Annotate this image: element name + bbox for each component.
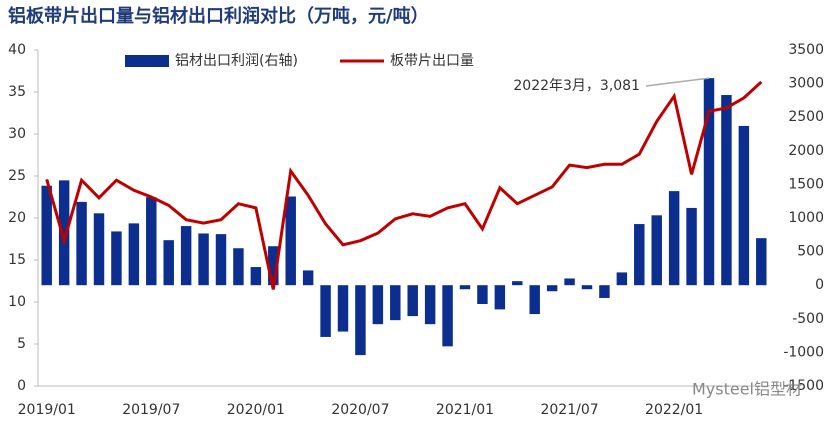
- x-tick-label: 2022/01: [645, 402, 703, 418]
- bar: [215, 234, 227, 286]
- x-tick-label: 2019/01: [18, 402, 76, 418]
- y2-tick-label: -500: [792, 311, 824, 327]
- bar: [581, 285, 593, 290]
- bar: [529, 285, 540, 315]
- y2-tick-label: 3500: [788, 42, 824, 58]
- bar: [616, 272, 628, 286]
- bar: [41, 185, 52, 286]
- y-tick-label: 5: [17, 336, 26, 352]
- bar: [58, 180, 70, 286]
- bar: [564, 278, 575, 286]
- y2-tick-label: 1500: [788, 176, 824, 192]
- y-tick-label: 30: [8, 126, 26, 142]
- legend-label: 铝材出口利润(右轴): [175, 53, 298, 69]
- bar: [180, 226, 192, 286]
- bar: [355, 285, 366, 356]
- bar: [302, 270, 314, 286]
- y-tick-label: 20: [8, 210, 26, 226]
- x-tick-label: 2021/01: [436, 402, 494, 418]
- bar: [372, 285, 384, 325]
- bar: [686, 207, 697, 286]
- bar: [756, 238, 767, 286]
- bar: [250, 267, 262, 286]
- bar: [268, 246, 279, 286]
- annotation-leader: [645, 77, 710, 87]
- bar: [337, 285, 349, 332]
- bar: [668, 191, 680, 286]
- bar: [738, 125, 750, 286]
- bar: [93, 213, 105, 286]
- annotation: 2022年3月，3,081: [513, 78, 640, 94]
- bar: [512, 281, 523, 286]
- y2-tick-label: 3000: [788, 76, 824, 92]
- bar: [111, 231, 122, 286]
- bar: [599, 285, 610, 298]
- bar: [76, 201, 87, 286]
- y-tick-label: 15: [8, 252, 26, 268]
- legend-label: 板带片出口量: [390, 53, 474, 69]
- bar: [128, 223, 140, 286]
- bar: [546, 285, 558, 292]
- x-tick-label: 2019/07: [122, 402, 180, 418]
- y2-tick-label: 2500: [788, 109, 824, 125]
- y-tick-label: 0: [17, 378, 26, 394]
- bar: [146, 197, 157, 286]
- x-tick-label: 2020/01: [227, 402, 285, 418]
- y-tick-label: 35: [8, 84, 26, 100]
- y2-tick-label: 1000: [788, 210, 824, 226]
- y-tick-label: 10: [8, 294, 26, 310]
- y-tick-label: 40: [8, 42, 26, 58]
- y2-tick-label: 500: [797, 244, 824, 260]
- bar: [651, 215, 662, 286]
- x-tick-label: 2021/07: [540, 402, 598, 418]
- y2-tick-label: -1500: [783, 378, 824, 394]
- bar: [285, 196, 296, 286]
- y2-tick-label: 0: [815, 277, 824, 293]
- chart-title: 铝板带片出口量与铝材出口利润对比（万吨，元/吨）: [8, 5, 429, 27]
- bar: [703, 78, 715, 286]
- bar: [721, 95, 732, 286]
- bar: [320, 285, 331, 337]
- x-tick-label: 2020/07: [331, 402, 389, 418]
- bar: [494, 285, 506, 310]
- bar: [424, 285, 436, 325]
- bar: [390, 285, 401, 321]
- bar: [233, 248, 244, 286]
- bar: [407, 285, 418, 317]
- bar: [198, 233, 209, 286]
- bar: [477, 285, 488, 305]
- y2-tick-label: -1000: [783, 344, 824, 360]
- watermark: Mysteel铝型材: [692, 380, 802, 399]
- bar: [459, 285, 471, 290]
- line: [45, 80, 763, 290]
- bar: [442, 285, 453, 347]
- legend-swatch: [125, 55, 169, 67]
- y-tick-label: 25: [8, 168, 26, 184]
- bar: [163, 240, 174, 286]
- bar: [634, 224, 645, 286]
- y2-tick-label: 2000: [788, 143, 824, 159]
